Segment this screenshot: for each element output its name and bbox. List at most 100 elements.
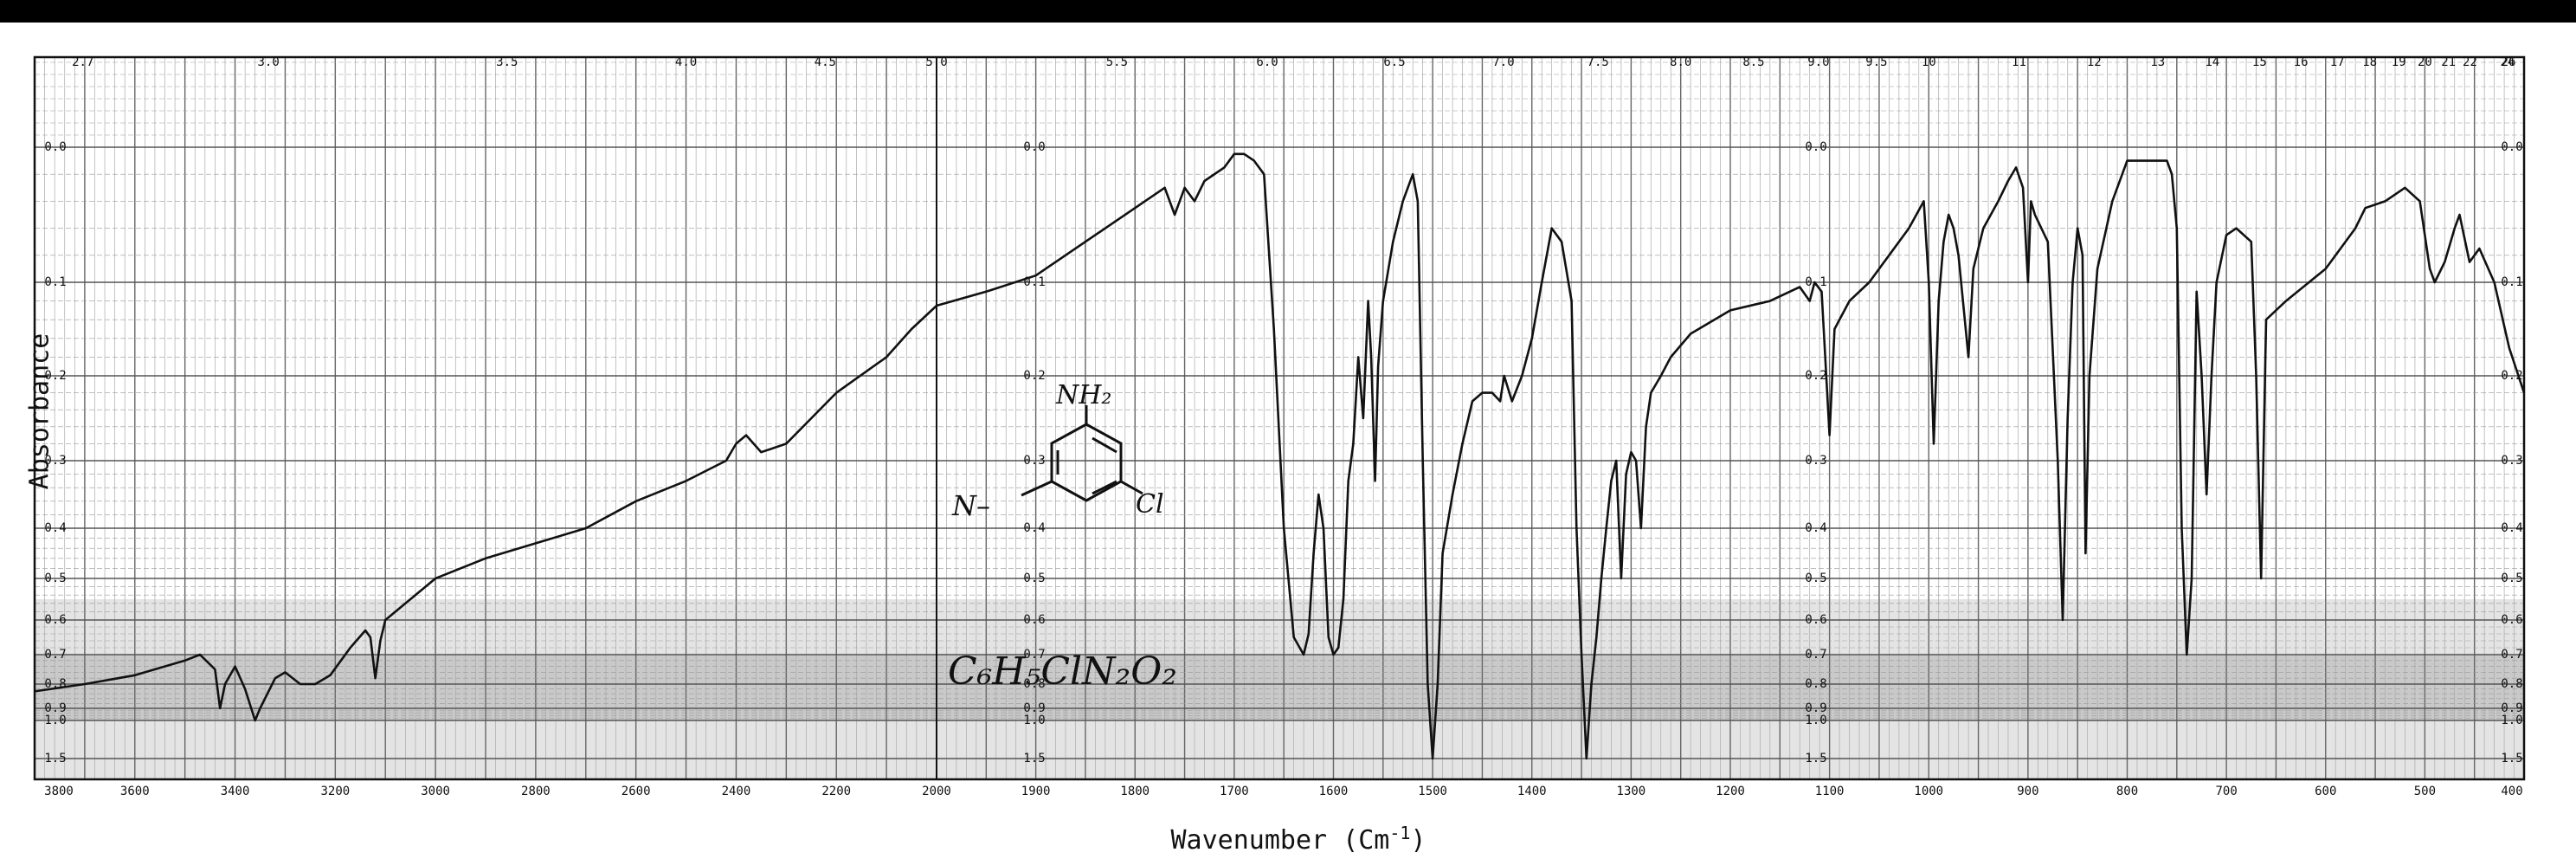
- x-top-tick-label: 12: [2087, 55, 2102, 69]
- x-top-tick-label: 21: [2441, 55, 2456, 69]
- y-tick-label: 0.9: [1805, 701, 1826, 715]
- chloro-label: Cl: [1136, 489, 1164, 520]
- top-black-bar: [0, 0, 2576, 23]
- ring-double-bond-3: [1092, 480, 1117, 495]
- y-tick-label: 0.5: [1023, 572, 1045, 585]
- x-tick-label: 1800: [1120, 785, 1150, 798]
- spectrum-line: [34, 152, 2526, 760]
- y-tick-label: 0.0: [2501, 140, 2522, 154]
- chart-grid: [33, 55, 2526, 781]
- x-top-tick-label: 7.0: [1492, 55, 1514, 69]
- x-tick-label: 2200: [821, 785, 851, 798]
- x-tick-label: 400: [2501, 785, 2522, 798]
- x-top-tick-label: 19: [2392, 55, 2406, 69]
- y-tick-label: 0.3: [1805, 454, 1826, 468]
- y-tick-label: 0.9: [44, 701, 66, 715]
- y-tick-label: 0.9: [2501, 701, 2522, 715]
- y-tick-label: 0.0: [1805, 140, 1826, 154]
- x-top-tick-label: 5.5: [1106, 55, 1128, 69]
- x-top-tick-label: 17: [2330, 55, 2345, 69]
- x-tick-label: 1300: [1617, 785, 1646, 798]
- y-tick-label: 0.1: [44, 275, 66, 289]
- x-top-tick-label: 9.5: [1865, 55, 1887, 69]
- x-top-tick-label: 20: [2418, 55, 2432, 69]
- y-tick-label: 0.2: [1805, 369, 1826, 383]
- bond-to-no2: [1021, 480, 1053, 497]
- x-top-tick-label: 6.5: [1383, 55, 1405, 69]
- x-tick-label: 3600: [120, 785, 150, 798]
- nitro-label: N–: [951, 489, 990, 522]
- x-top-tick-label: 18: [2362, 55, 2377, 69]
- y-axis-label: Absorbance: [24, 333, 55, 490]
- y-tick-label: 0.9: [1023, 701, 1045, 715]
- y-tick-label: 0.3: [1023, 454, 1045, 468]
- y-tick-label: 0.6: [1805, 613, 1826, 627]
- y-tick-label: 1.5: [2501, 752, 2522, 765]
- x-tick-label: 1000: [1914, 785, 1943, 798]
- x-tick-label: 1900: [1021, 785, 1051, 798]
- y-tick-label: 0.5: [44, 572, 66, 585]
- x-tick-label: 3800: [44, 785, 74, 798]
- x-tick-label: 2800: [521, 785, 551, 798]
- y-tick-label: 0.5: [2501, 572, 2522, 585]
- y-tick-label: 0.7: [2501, 648, 2522, 662]
- x-top-tick-label: 3.0: [257, 55, 279, 69]
- x-top-tick-label: 16: [2294, 55, 2309, 69]
- x-tick-label: 1600: [1319, 785, 1349, 798]
- x-axis-label: Wavenumber (Cm-1): [1170, 823, 1426, 856]
- y-tick-label: 0.8: [1805, 677, 1826, 691]
- x-tick-label: 1700: [1220, 785, 1249, 798]
- y-tick-label: 0.4: [1023, 521, 1045, 535]
- x-tick-label: 1500: [1418, 785, 1447, 798]
- y-tick-label: 0.6: [2501, 613, 2522, 627]
- y-tick-label: 0.1: [2501, 275, 2522, 289]
- x-top-tick-label: 10: [1922, 55, 1936, 69]
- x-top-tick-label: 2.7: [72, 55, 93, 69]
- x-top-tick-label: 7.5: [1587, 55, 1609, 69]
- x-tick-label: 3200: [320, 785, 350, 798]
- y-tick-label: 1.0: [44, 714, 66, 727]
- x-tick-label: 500: [2414, 785, 2436, 798]
- y-tick-label: 0.3: [44, 454, 66, 468]
- y-tick-label: 0.2: [1023, 369, 1045, 383]
- x-top-tick-label: 8.0: [1670, 55, 1691, 69]
- y-tick-label: 0.6: [44, 613, 66, 627]
- y-tick-label: 0.4: [2501, 521, 2522, 535]
- y-tick-label: 1.5: [44, 752, 66, 765]
- ring-double-bond-1: [1092, 436, 1117, 454]
- y-tick-label: 0.6: [1023, 613, 1045, 627]
- x-tick-label: 800: [2116, 785, 2138, 798]
- y-tick-label: 1.0: [1805, 714, 1826, 727]
- series-layer: [34, 152, 2526, 760]
- y-tick-label: 0.8: [1023, 677, 1045, 691]
- x-tick-label: 600: [2315, 785, 2336, 798]
- x-top-tick-label: 3.5: [496, 55, 518, 69]
- y-tick-label: 0.7: [44, 648, 66, 662]
- x-top-tick-label: 14: [2205, 55, 2219, 69]
- y-tick-label: 0.3: [2501, 454, 2522, 468]
- y-tick-label: 0.0: [1023, 140, 1045, 154]
- x-top-tick-label: 13: [2150, 55, 2165, 69]
- x-tick-label: 1100: [1815, 785, 1845, 798]
- x-top-tick-label: 4.5: [815, 55, 836, 69]
- x-tick-label: 3400: [221, 785, 250, 798]
- molecular-formula: C₆H₅ClN₂O₂: [948, 649, 1177, 694]
- y-tick-label: 0.8: [2501, 677, 2522, 691]
- y-tick-label: 0.7: [1805, 648, 1826, 662]
- x-tick-label: 3000: [421, 785, 450, 798]
- x-tick-label: 2400: [722, 785, 751, 798]
- nh2-label: NH₂: [1055, 380, 1111, 410]
- x-tick-label: 1400: [1517, 785, 1547, 798]
- x-top-tick-label: 4.0: [675, 55, 697, 69]
- chart-ticks: 0.0 0.0 0.0 0.00.1 0.1 0.1 0.10.2 0.2 0.2 0.20.3 0…: [44, 55, 2523, 798]
- x-tick-label: 2000: [922, 785, 951, 798]
- x-top-tick-label: 22: [2463, 55, 2477, 69]
- x-top-tick-label: 6.0: [1256, 55, 1278, 69]
- plot-frame: [33, 55, 2526, 781]
- x-top-tick-label: 8.5: [1742, 55, 1764, 69]
- x-tick-label: 1200: [1716, 785, 1745, 798]
- x-tick-label: 2600: [621, 785, 651, 798]
- y-tick-label: 1.0: [1023, 714, 1045, 727]
- y-tick-label: 0.2: [44, 369, 66, 383]
